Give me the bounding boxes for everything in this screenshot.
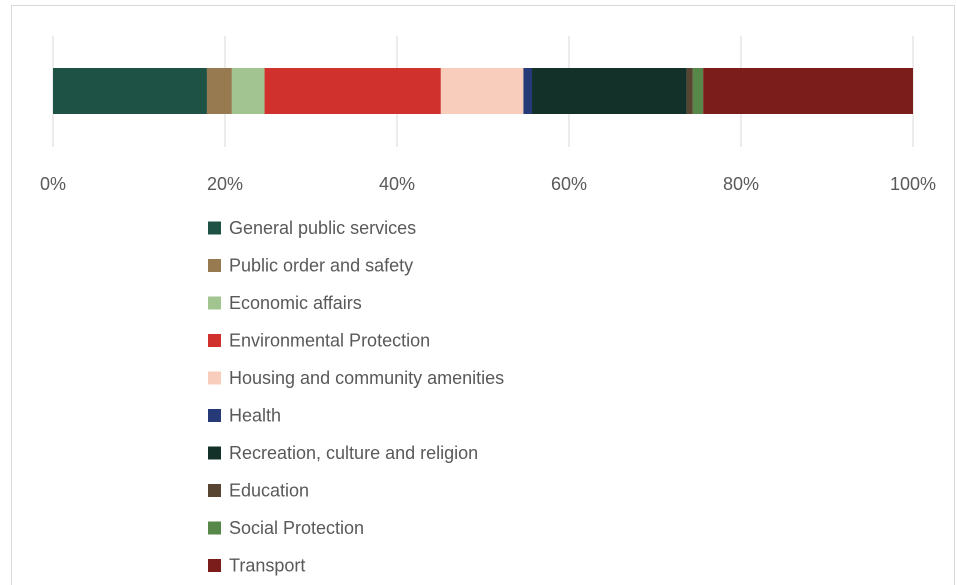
legend-swatch-recreation-culture-and-religion (208, 446, 221, 460)
legend-label-health: Health (229, 406, 281, 426)
legend-swatch-general-public-services (208, 221, 221, 235)
legend-swatch-social-protection (208, 521, 221, 535)
bar-segments (53, 68, 913, 114)
legend-swatch-environmental-protection (208, 334, 221, 347)
bar-segment-social-protection (692, 68, 704, 114)
x-tick-label: 0% (40, 174, 66, 194)
bar-segment-education (686, 68, 693, 114)
legend-swatch-housing-and-community-amenities (208, 371, 221, 385)
legend-label-economic-affairs: Economic affairs (229, 293, 362, 313)
legend-label-education: Education (229, 481, 309, 501)
bar-segment-economic-affairs (231, 68, 265, 114)
legend-swatch-public-order-and-safety (208, 259, 221, 272)
x-tick-label: 80% (723, 174, 759, 194)
legend-label-housing-and-community-amenities: Housing and community amenities (229, 368, 504, 388)
legend-label-social-protection: Social Protection (229, 518, 364, 538)
bar-segment-general-public-services (53, 68, 207, 114)
legend-swatch-economic-affairs (208, 296, 221, 310)
x-axis-tick-labels: 0% 20% 40% 60% 80% 100% (40, 174, 936, 194)
legend-label-general-public-services: General public services (229, 218, 416, 238)
chart-frame (11, 5, 955, 585)
legend-swatch-transport (208, 559, 221, 572)
bar-segment-housing-and-community-amenities (440, 68, 524, 114)
legend: General public services Public order and … (208, 218, 504, 576)
legend-label-public-order-and-safety: Public order and safety (229, 256, 413, 276)
legend-swatch-health (208, 409, 221, 422)
legend-label-transport: Transport (229, 556, 305, 576)
bar-segment-health (523, 68, 533, 114)
legend-label-recreation-culture-and-religion: Recreation, culture and religion (229, 443, 478, 463)
bar-segment-public-order-and-safety (206, 68, 232, 114)
x-tick-label: 100% (890, 174, 936, 194)
bar-segment-environmental-protection (264, 68, 441, 114)
legend-swatch-education (208, 484, 221, 497)
bar-segment-transport (703, 68, 913, 114)
x-tick-label: 40% (379, 174, 415, 194)
x-tick-label: 60% (551, 174, 587, 194)
legend-label-environmental-protection: Environmental Protection (229, 331, 430, 351)
x-tick-label: 20% (207, 174, 243, 194)
bar-segment-recreation-culture-and-religion (532, 68, 687, 114)
